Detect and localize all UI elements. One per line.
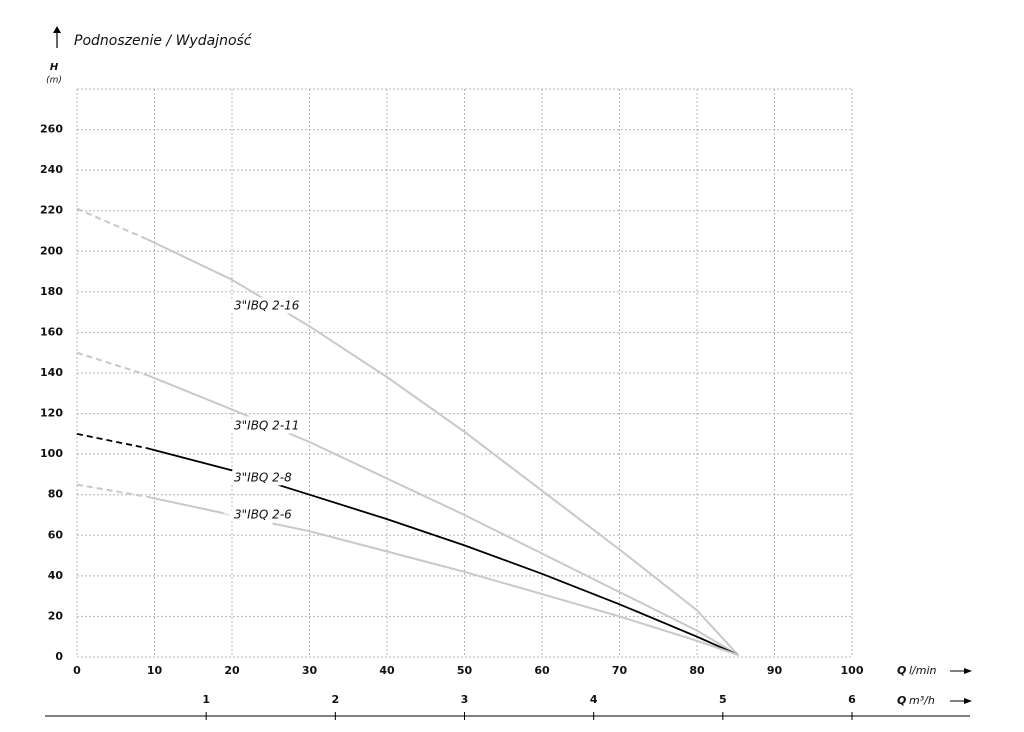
x2-tick-label: 2: [332, 693, 340, 706]
curve-extension: [76, 351, 148, 376]
x-tick-label: 10: [147, 664, 163, 677]
y-tick-label: 0: [55, 650, 63, 663]
y-tick-label: 20: [48, 609, 64, 622]
x-tick-label: 80: [689, 664, 705, 677]
y-tick-label: 240: [40, 163, 63, 176]
curve: [146, 447, 739, 656]
up-arrow-head: [53, 26, 61, 33]
x2-axis-symbol: Q: [897, 694, 906, 707]
curve: [146, 238, 739, 656]
curve: [146, 374, 739, 656]
y-tick-label: 80: [48, 488, 64, 501]
x-tick-label: 70: [612, 664, 628, 677]
y-axis-unit: (m): [46, 76, 62, 86]
curve-extension: [76, 207, 148, 241]
x-tick-label: 90: [767, 664, 783, 677]
y-tick-label: 120: [40, 407, 63, 420]
curve-extension: [76, 433, 147, 449]
x-tick-label: 0: [73, 664, 81, 677]
x2-tick-label: 5: [719, 693, 727, 706]
y-axis-symbol: H: [50, 62, 59, 73]
curve-label: 3"IBQ 2-11: [234, 419, 299, 433]
x-tick-label: 50: [457, 664, 473, 677]
x-arrow-head: [964, 668, 972, 674]
x2-tick-label: 4: [590, 693, 598, 706]
chart-title: Podnoszenie / Wydajność: [74, 33, 253, 49]
x2-arrow-head: [964, 698, 972, 704]
y-tick-label: 200: [40, 244, 63, 257]
x2-tick-label: 3: [461, 693, 469, 706]
y-tick-label: 140: [40, 366, 63, 379]
curve-label: 3"IBQ 2-6: [234, 508, 292, 522]
x-tick-label: 40: [379, 664, 395, 677]
curve-extension: [76, 483, 147, 498]
curve-label: 3"IBQ 2-16: [234, 299, 300, 313]
x-tick-label: 100: [841, 664, 864, 677]
y-tick-label: 180: [40, 285, 63, 298]
curve-label: 3"IBQ 2-8: [234, 471, 292, 485]
curve: [146, 495, 739, 656]
y-tick-label: 40: [48, 569, 64, 582]
y-tick-label: 260: [40, 123, 63, 136]
y-tick-label: 60: [48, 528, 64, 541]
x-tick-label: 30: [302, 664, 318, 677]
x-tick-label: 60: [534, 664, 550, 677]
x-axis-symbol: Q: [897, 664, 906, 677]
y-tick-label: 160: [40, 325, 63, 338]
x2-tick-label: 6: [848, 693, 856, 706]
y-tick-label: 220: [40, 204, 63, 217]
y-tick-label: 100: [40, 447, 63, 460]
x2-axis-unit: m³/h: [909, 694, 935, 707]
x-axis-unit: l/min: [909, 664, 937, 677]
x-tick-label: 20: [224, 664, 240, 677]
x2-tick-label: 1: [202, 693, 210, 706]
